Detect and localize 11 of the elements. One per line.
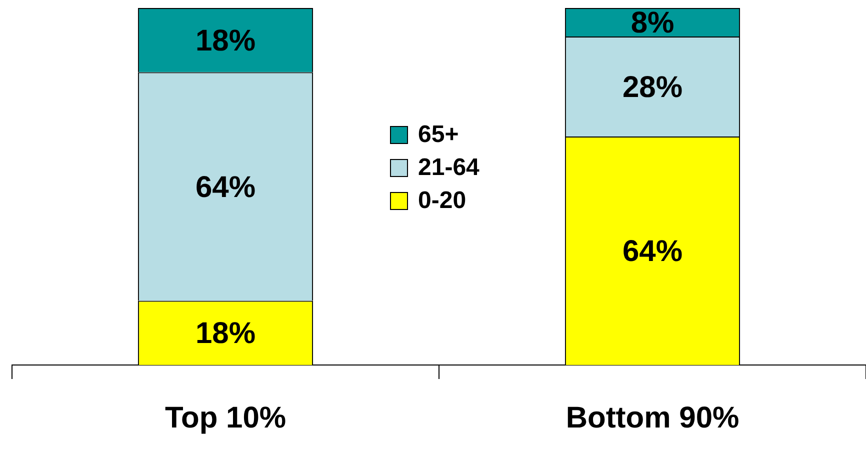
data-label: 28%: [622, 70, 683, 104]
data-label: 18%: [195, 24, 256, 58]
legend-label: 65+: [418, 120, 459, 148]
data-label: 8%: [630, 6, 674, 40]
data-label: 64%: [195, 170, 256, 204]
legend-label: 0-20: [418, 186, 466, 214]
data-label: 64%: [622, 235, 683, 268]
x-tick-label: Bottom 90%: [566, 401, 740, 434]
x-tick-label: Top 10%: [164, 401, 286, 434]
data-label: 18%: [195, 317, 256, 350]
legend-label: 21-64: [418, 154, 480, 182]
